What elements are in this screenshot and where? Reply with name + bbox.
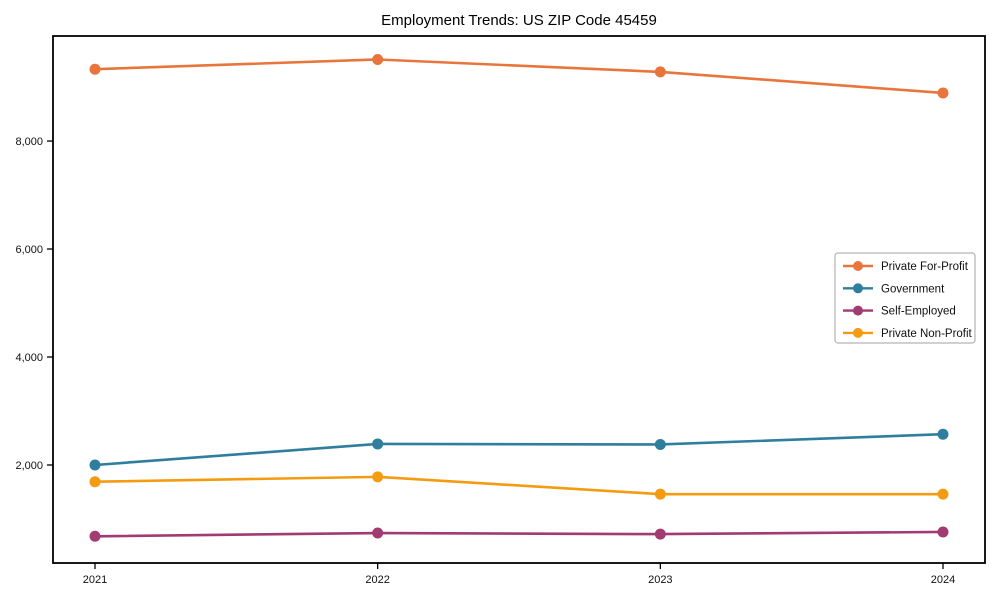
legend-marker-private-for-profit <box>853 261 863 271</box>
y-tick-label: 8,000 <box>15 136 43 148</box>
x-tick-label: 2022 <box>365 574 389 586</box>
series-line-private-non-profit <box>94 475 943 496</box>
data-point-private-non-profit <box>937 488 949 500</box>
data-point-private-non-profit <box>89 476 101 488</box>
data-point-private-for-profit <box>372 53 384 65</box>
legend-marker-government <box>853 283 863 294</box>
data-point-self-employed <box>89 530 101 542</box>
data-point-private-non-profit <box>372 471 384 483</box>
legend: Private For-Profit Government Self-Employe… <box>834 252 976 344</box>
series-line-private-for-profit <box>94 58 944 95</box>
x-tick-label: 2024 <box>931 574 955 586</box>
legend-label-government: Government <box>881 283 945 295</box>
data-point-government <box>372 438 384 450</box>
chart-title: Employment Trends: US ZIP Code 45459 <box>381 12 657 29</box>
plot-border <box>52 35 986 564</box>
legend-box <box>834 252 976 344</box>
data-point-government <box>937 428 949 440</box>
y-axis: 2,000 4,000 6,000 8,000 <box>15 136 53 472</box>
legend-label-private-non-profit: Private Non-Profit <box>881 328 973 340</box>
x-axis: 2021 2022 2023 2024 <box>83 563 955 586</box>
series-line-self-employed <box>94 530 944 538</box>
data-point-government <box>654 438 666 450</box>
data-point-private-for-profit <box>654 66 666 78</box>
x-tick-label: 2023 <box>648 574 672 586</box>
data-point-government <box>89 459 101 471</box>
series-lines <box>89 53 949 542</box>
x-tick-label: 2021 <box>83 574 107 586</box>
legend-label-private-for-profit: Private For-Profit <box>881 261 969 273</box>
data-point-private-non-profit <box>654 488 666 500</box>
y-tick-label: 4,000 <box>15 352 43 364</box>
series-line-government <box>94 432 944 467</box>
y-tick-label: 2,000 <box>15 460 43 472</box>
data-point-private-for-profit <box>89 63 101 75</box>
legend-marker-self-employed <box>853 305 863 316</box>
data-point-self-employed <box>654 528 666 540</box>
legend-marker-private-non-profit <box>853 327 863 338</box>
data-point-self-employed <box>937 526 949 538</box>
y-tick-label: 6,000 <box>15 244 43 256</box>
legend-label-self-employed: Self-Employed <box>881 306 956 318</box>
data-point-self-employed <box>372 527 384 539</box>
data-point-private-for-profit <box>937 87 949 99</box>
